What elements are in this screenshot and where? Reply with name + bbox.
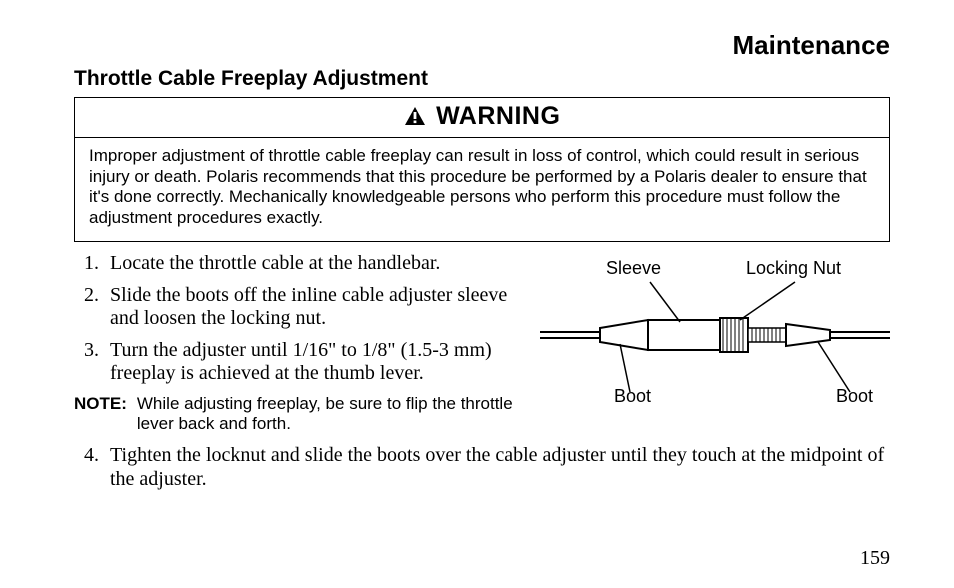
note-text: While adjusting freeplay, be sure to fli… bbox=[137, 394, 522, 434]
warning-icon bbox=[404, 106, 426, 131]
content-row: Locate the throttle cable at the handleb… bbox=[74, 252, 890, 444]
note-label: NOTE: bbox=[74, 394, 127, 434]
step-item: Slide the boots off the inline cable adj… bbox=[104, 284, 522, 331]
diagram-label-boot-right: Boot bbox=[836, 386, 873, 407]
diagram-label-sleeve: Sleeve bbox=[606, 258, 661, 279]
steps-list: Locate the throttle cable at the handleb… bbox=[74, 252, 522, 386]
step-item: Tighten the locknut and slide the boots … bbox=[104, 444, 890, 491]
diagram-label-boot-left: Boot bbox=[614, 386, 651, 407]
warning-box: WARNING Improper adjustment of throttle … bbox=[74, 97, 890, 242]
page-title: Maintenance bbox=[74, 30, 890, 61]
warning-title-row: WARNING bbox=[75, 98, 889, 138]
page: Maintenance Throttle Cable Freeplay Adju… bbox=[0, 0, 954, 588]
step-item: Locate the throttle cable at the handleb… bbox=[104, 252, 522, 276]
step-item: Turn the adjuster until 1/16" to 1/8" (1… bbox=[104, 339, 522, 386]
steps-column: Locate the throttle cable at the handleb… bbox=[74, 252, 522, 444]
page-number: 159 bbox=[860, 547, 890, 570]
warning-body: Improper adjustment of throttle cable fr… bbox=[75, 138, 889, 241]
steps-list-continued: Tighten the locknut and slide the boots … bbox=[74, 444, 890, 491]
section-title: Throttle Cable Freeplay Adjustment bbox=[74, 67, 890, 91]
throttle-cable-diagram: Sleeve Locking Nut Boot Boot bbox=[540, 252, 890, 412]
diagram-label-locking-nut: Locking Nut bbox=[746, 258, 841, 279]
note-block: NOTE: While adjusting freeplay, be sure … bbox=[74, 394, 522, 434]
warning-label: WARNING bbox=[436, 102, 560, 130]
